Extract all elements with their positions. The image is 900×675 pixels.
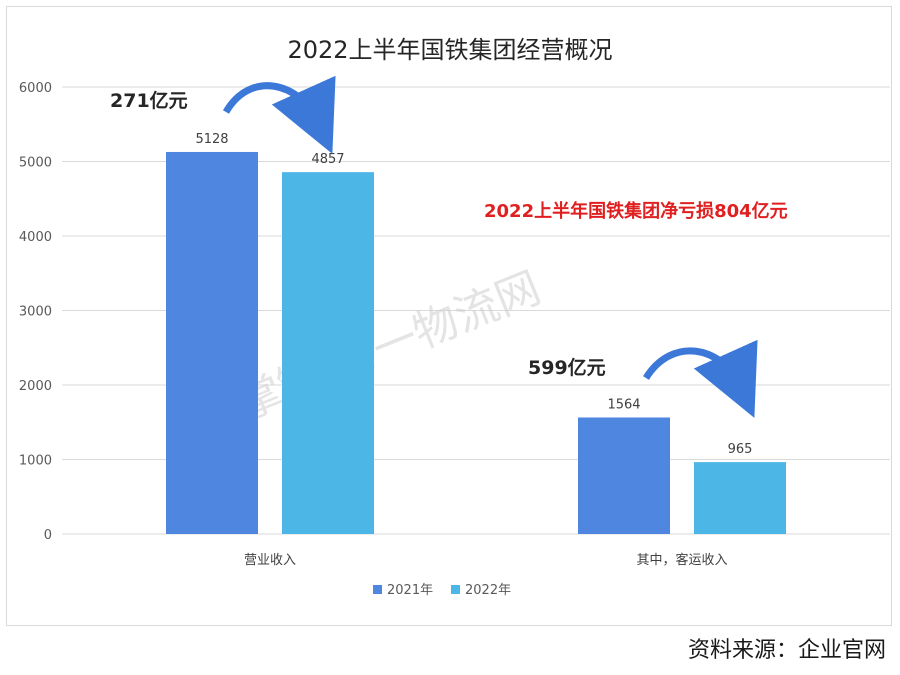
difference-annotation: 599亿元: [528, 356, 606, 379]
difference-annotation: 271亿元: [110, 89, 188, 112]
bar: [694, 462, 786, 534]
x-category-label: 营业收入: [244, 553, 296, 568]
y-tick-label: 5000: [19, 156, 52, 171]
data-label: 1564: [607, 397, 640, 412]
source-note: 资料来源：企业官网: [687, 638, 886, 663]
arrow-icon: [222, 75, 336, 154]
y-tick-label: 3000: [19, 305, 52, 320]
data-label: 965: [728, 442, 753, 457]
data-label: 4857: [311, 152, 344, 167]
y-tick-label: 2000: [19, 379, 52, 394]
y-tick-label: 6000: [19, 81, 52, 96]
legend-label: 2021年: [387, 583, 433, 598]
bar: [578, 417, 670, 534]
net-loss-annotation: 2022上半年国铁集团净亏损804亿元: [484, 200, 788, 222]
x-category-label: 其中，客运收入: [636, 552, 727, 568]
bar: [166, 151, 258, 535]
legend-swatch: [451, 585, 460, 594]
legend-label: 2022年: [465, 583, 511, 598]
bar: [282, 172, 374, 534]
y-tick-label: 0: [44, 528, 52, 543]
y-tick-label: 1000: [19, 454, 52, 469]
y-tick-label: 4000: [19, 230, 52, 245]
watermark: 掌链·第一物流网: [230, 262, 548, 430]
chart-title: 2022上半年国铁集团经营概况: [287, 36, 613, 64]
data-label: 5128: [195, 132, 228, 147]
legend-swatch: [373, 585, 382, 594]
arrow-icon: [643, 339, 758, 418]
